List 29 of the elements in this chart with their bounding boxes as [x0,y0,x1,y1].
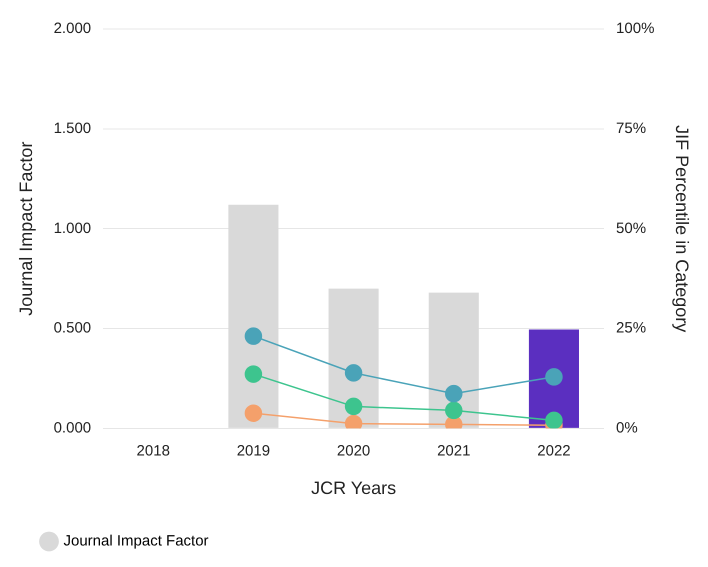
point [445,402,463,420]
y2-tick-label: 100% [616,20,654,38]
x-tick-label: 2020 [336,442,370,460]
y2-axis-title: JIF Percentile in Category [672,125,692,332]
point [344,364,362,382]
x-tick-label: 2021 [437,442,470,460]
y2-tick-label: 25% [616,320,646,337]
x-axis-title: JCR Years [311,478,396,498]
bar [228,204,278,428]
y-tick-label: 0.500 [54,320,92,337]
point [244,404,262,422]
point [244,327,262,345]
x-tick-label: 2019 [236,442,270,460]
legend-label: Journal Impact Factor [64,532,209,550]
y-axis-title: Journal Impact Factor [16,142,36,316]
point [344,398,362,416]
y2-tick-label: 75% [616,120,646,137]
y-tick-label: 1.000 [54,220,92,237]
x-tick-label: 2018 [136,442,170,460]
y-tick-label: 0.000 [54,420,92,437]
y2-tick-label: 50% [616,220,646,237]
point [244,365,262,383]
y2-tick-label: 0% [616,420,638,437]
point [545,412,563,428]
y-tick-label: 1.500 [54,120,92,137]
x-tick-label: 2022 [537,442,571,460]
point [445,384,463,402]
point [545,368,563,386]
y-tick-label: 2.000 [54,20,92,38]
